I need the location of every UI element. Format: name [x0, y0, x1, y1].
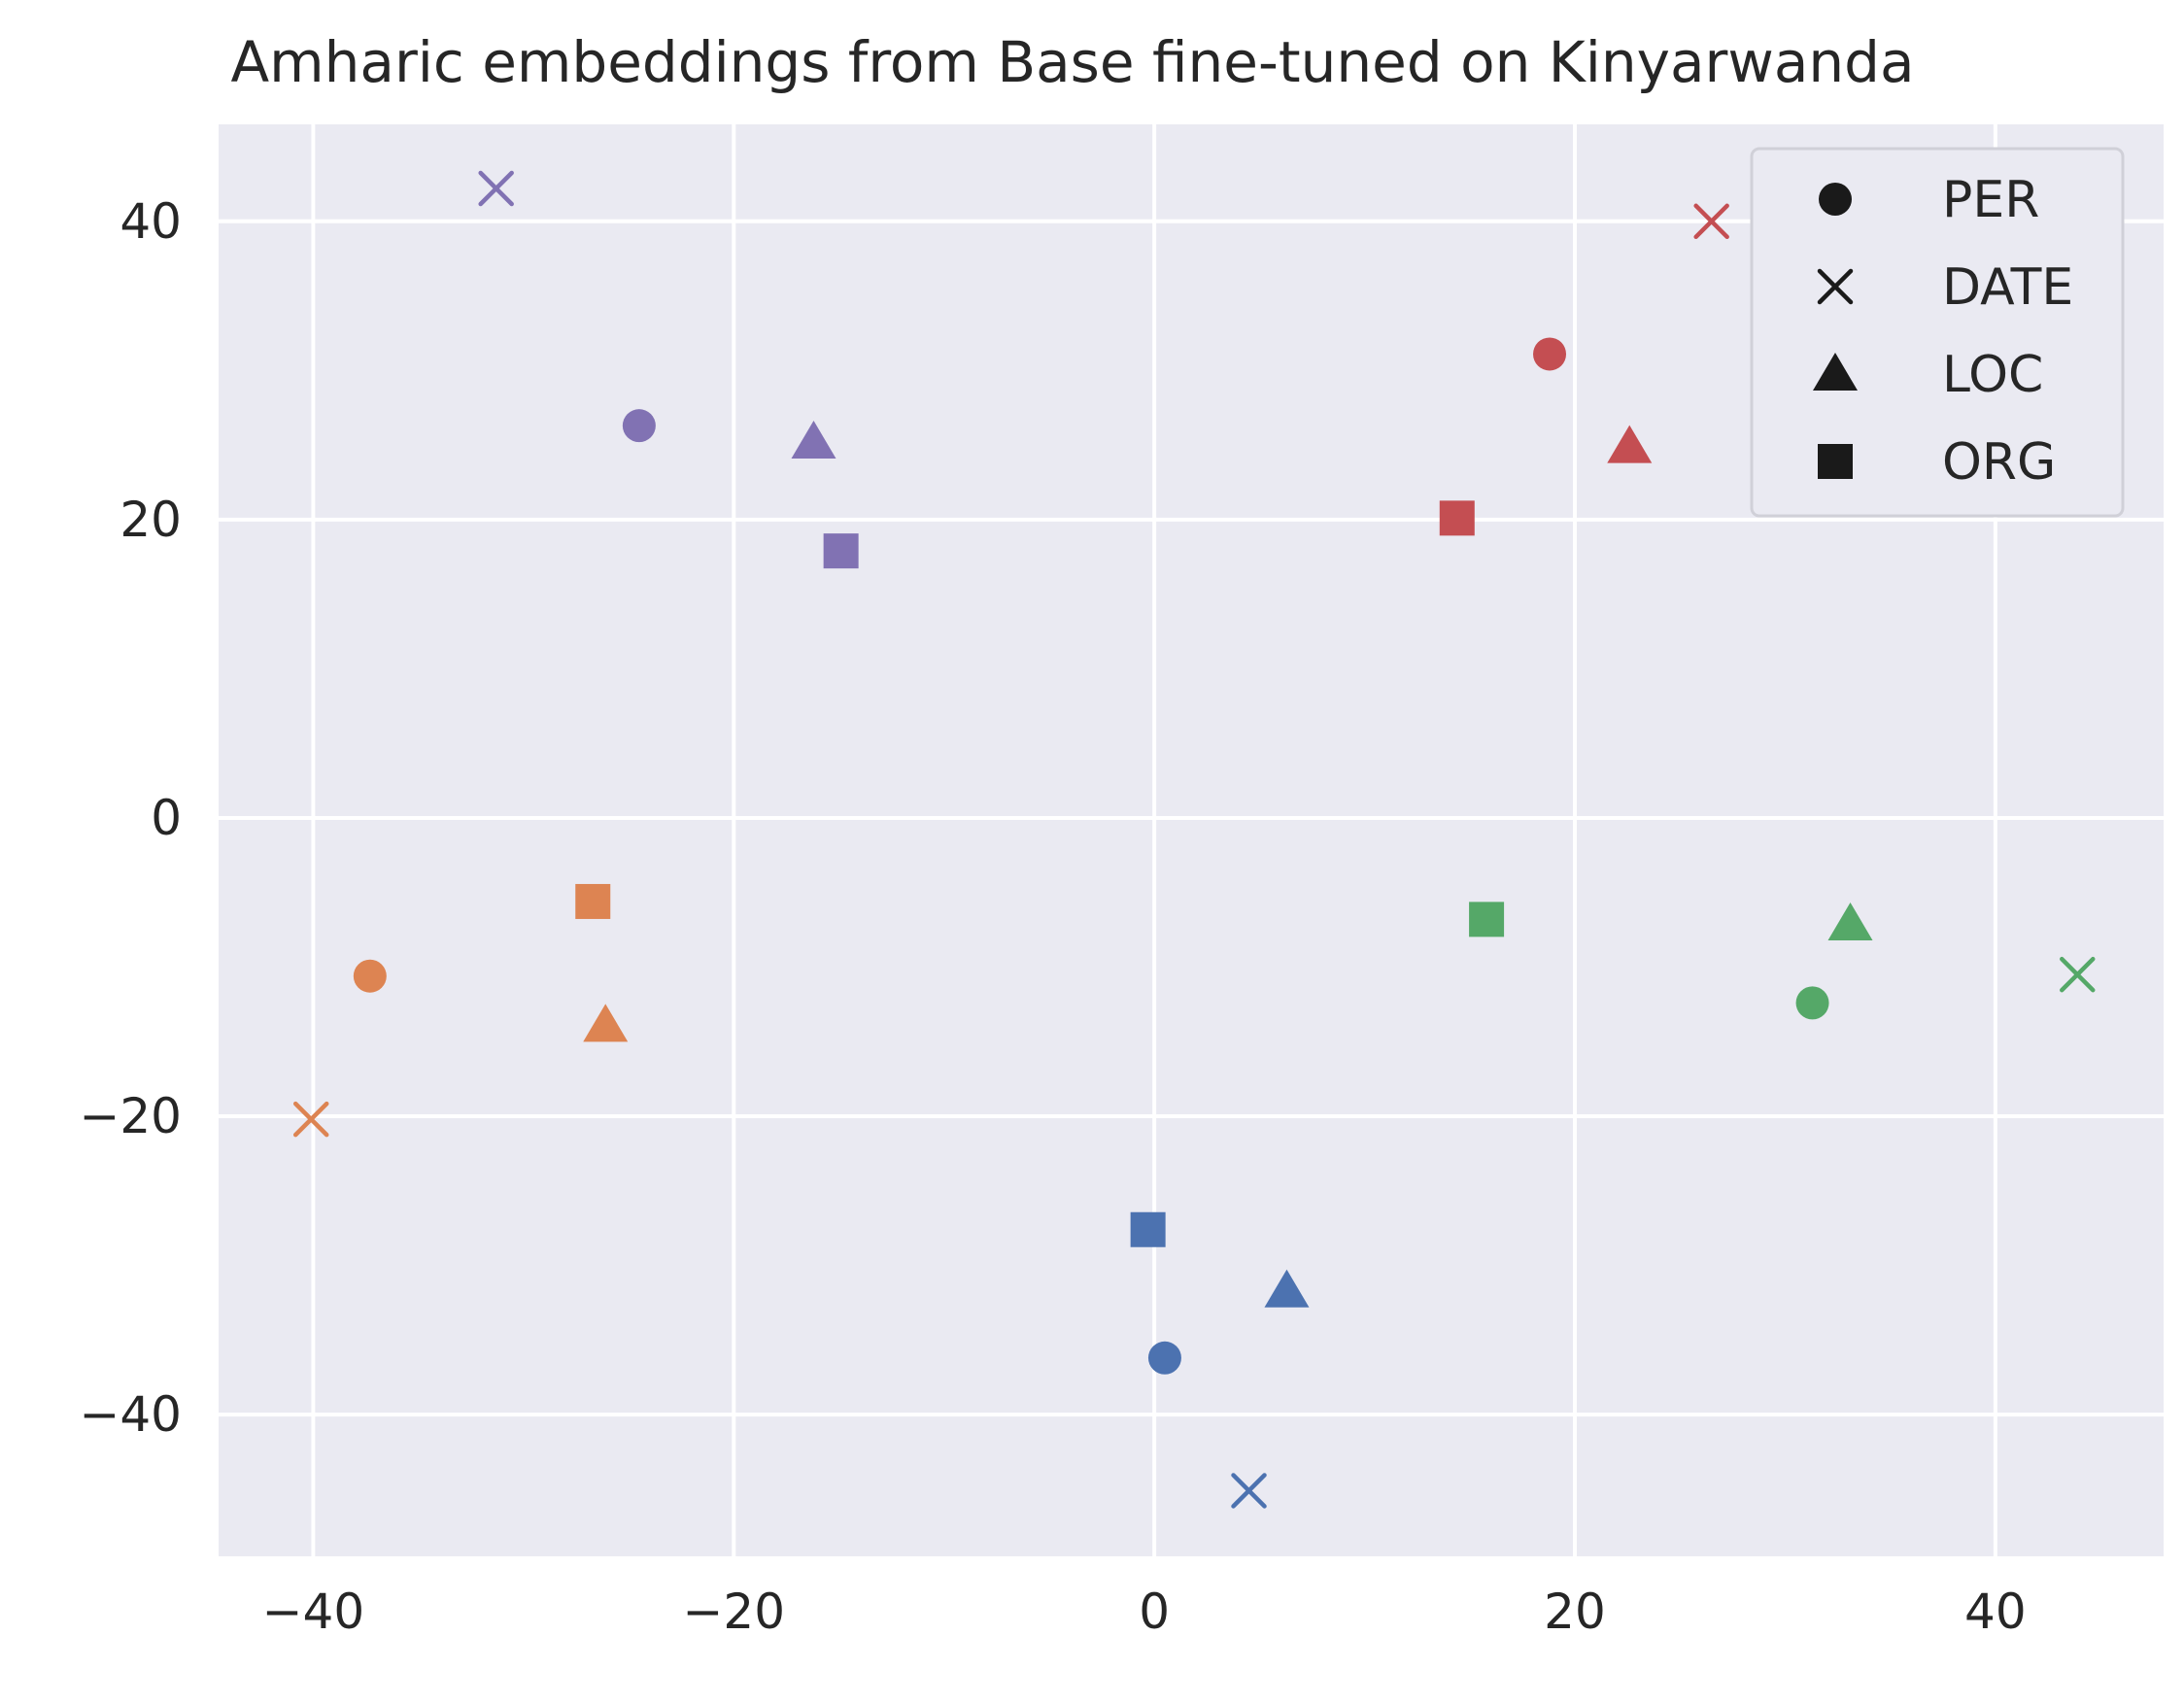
y-tick-label: 40 — [119, 193, 182, 250]
x-axis-ticks: −40 −20 0 20 40 — [262, 1584, 2027, 1640]
grid-lines — [219, 124, 2164, 1556]
point-green-circle — [1795, 986, 1829, 1020]
legend-marker-circle — [1819, 183, 1852, 216]
y-tick-label: 0 — [151, 790, 182, 846]
y-tick-label: −40 — [79, 1386, 182, 1443]
y-tick-label: 20 — [119, 492, 182, 548]
data-points — [292, 170, 2096, 1509]
point-green-square — [1469, 902, 1505, 937]
point-purple-square — [823, 533, 859, 569]
point-orange-square — [575, 883, 611, 919]
legend-marker-square — [1818, 444, 1853, 479]
point-purple-circle — [622, 409, 656, 443]
legend-label: ORG — [1942, 433, 2056, 492]
x-tick-label: 40 — [1964, 1584, 2027, 1640]
legend: PER DATE LOC ORG — [1750, 147, 2125, 518]
legend-box — [1750, 147, 2125, 518]
point-red-triangle — [1607, 425, 1653, 463]
x-tick-label: 20 — [1544, 1584, 1606, 1640]
x-tick-label: −20 — [682, 1584, 785, 1640]
point-blue-x — [1231, 1473, 1267, 1509]
legend-label: LOC — [1942, 346, 2043, 404]
legend-label: DATE — [1942, 258, 2073, 317]
point-blue-triangle — [1264, 1269, 1310, 1308]
point-green-triangle — [1827, 902, 1873, 940]
point-purple-triangle — [791, 421, 836, 460]
legend-marker-triangle — [1813, 353, 1858, 391]
point-orange-triangle — [583, 1004, 629, 1042]
point-blue-circle — [1147, 1341, 1181, 1375]
point-purple-x — [478, 170, 514, 207]
point-blue-square — [1130, 1211, 1166, 1247]
point-orange-circle — [353, 959, 387, 993]
point-red-square — [1439, 500, 1475, 536]
chart-title: Amharic embeddings from Base fine-tuned … — [230, 29, 1914, 95]
x-tick-label: 0 — [1139, 1584, 1170, 1640]
point-orange-x — [292, 1101, 329, 1138]
y-axis-ticks: 40 20 0 −20 −40 — [79, 193, 182, 1443]
x-tick-label: −40 — [262, 1584, 365, 1640]
legend-label: PER — [1942, 171, 2039, 229]
y-tick-label: −20 — [79, 1088, 182, 1144]
point-green-x — [2060, 956, 2096, 993]
point-red-circle — [1533, 337, 1567, 371]
legend-marker-x — [1817, 268, 1854, 305]
point-red-x — [1693, 203, 1729, 240]
